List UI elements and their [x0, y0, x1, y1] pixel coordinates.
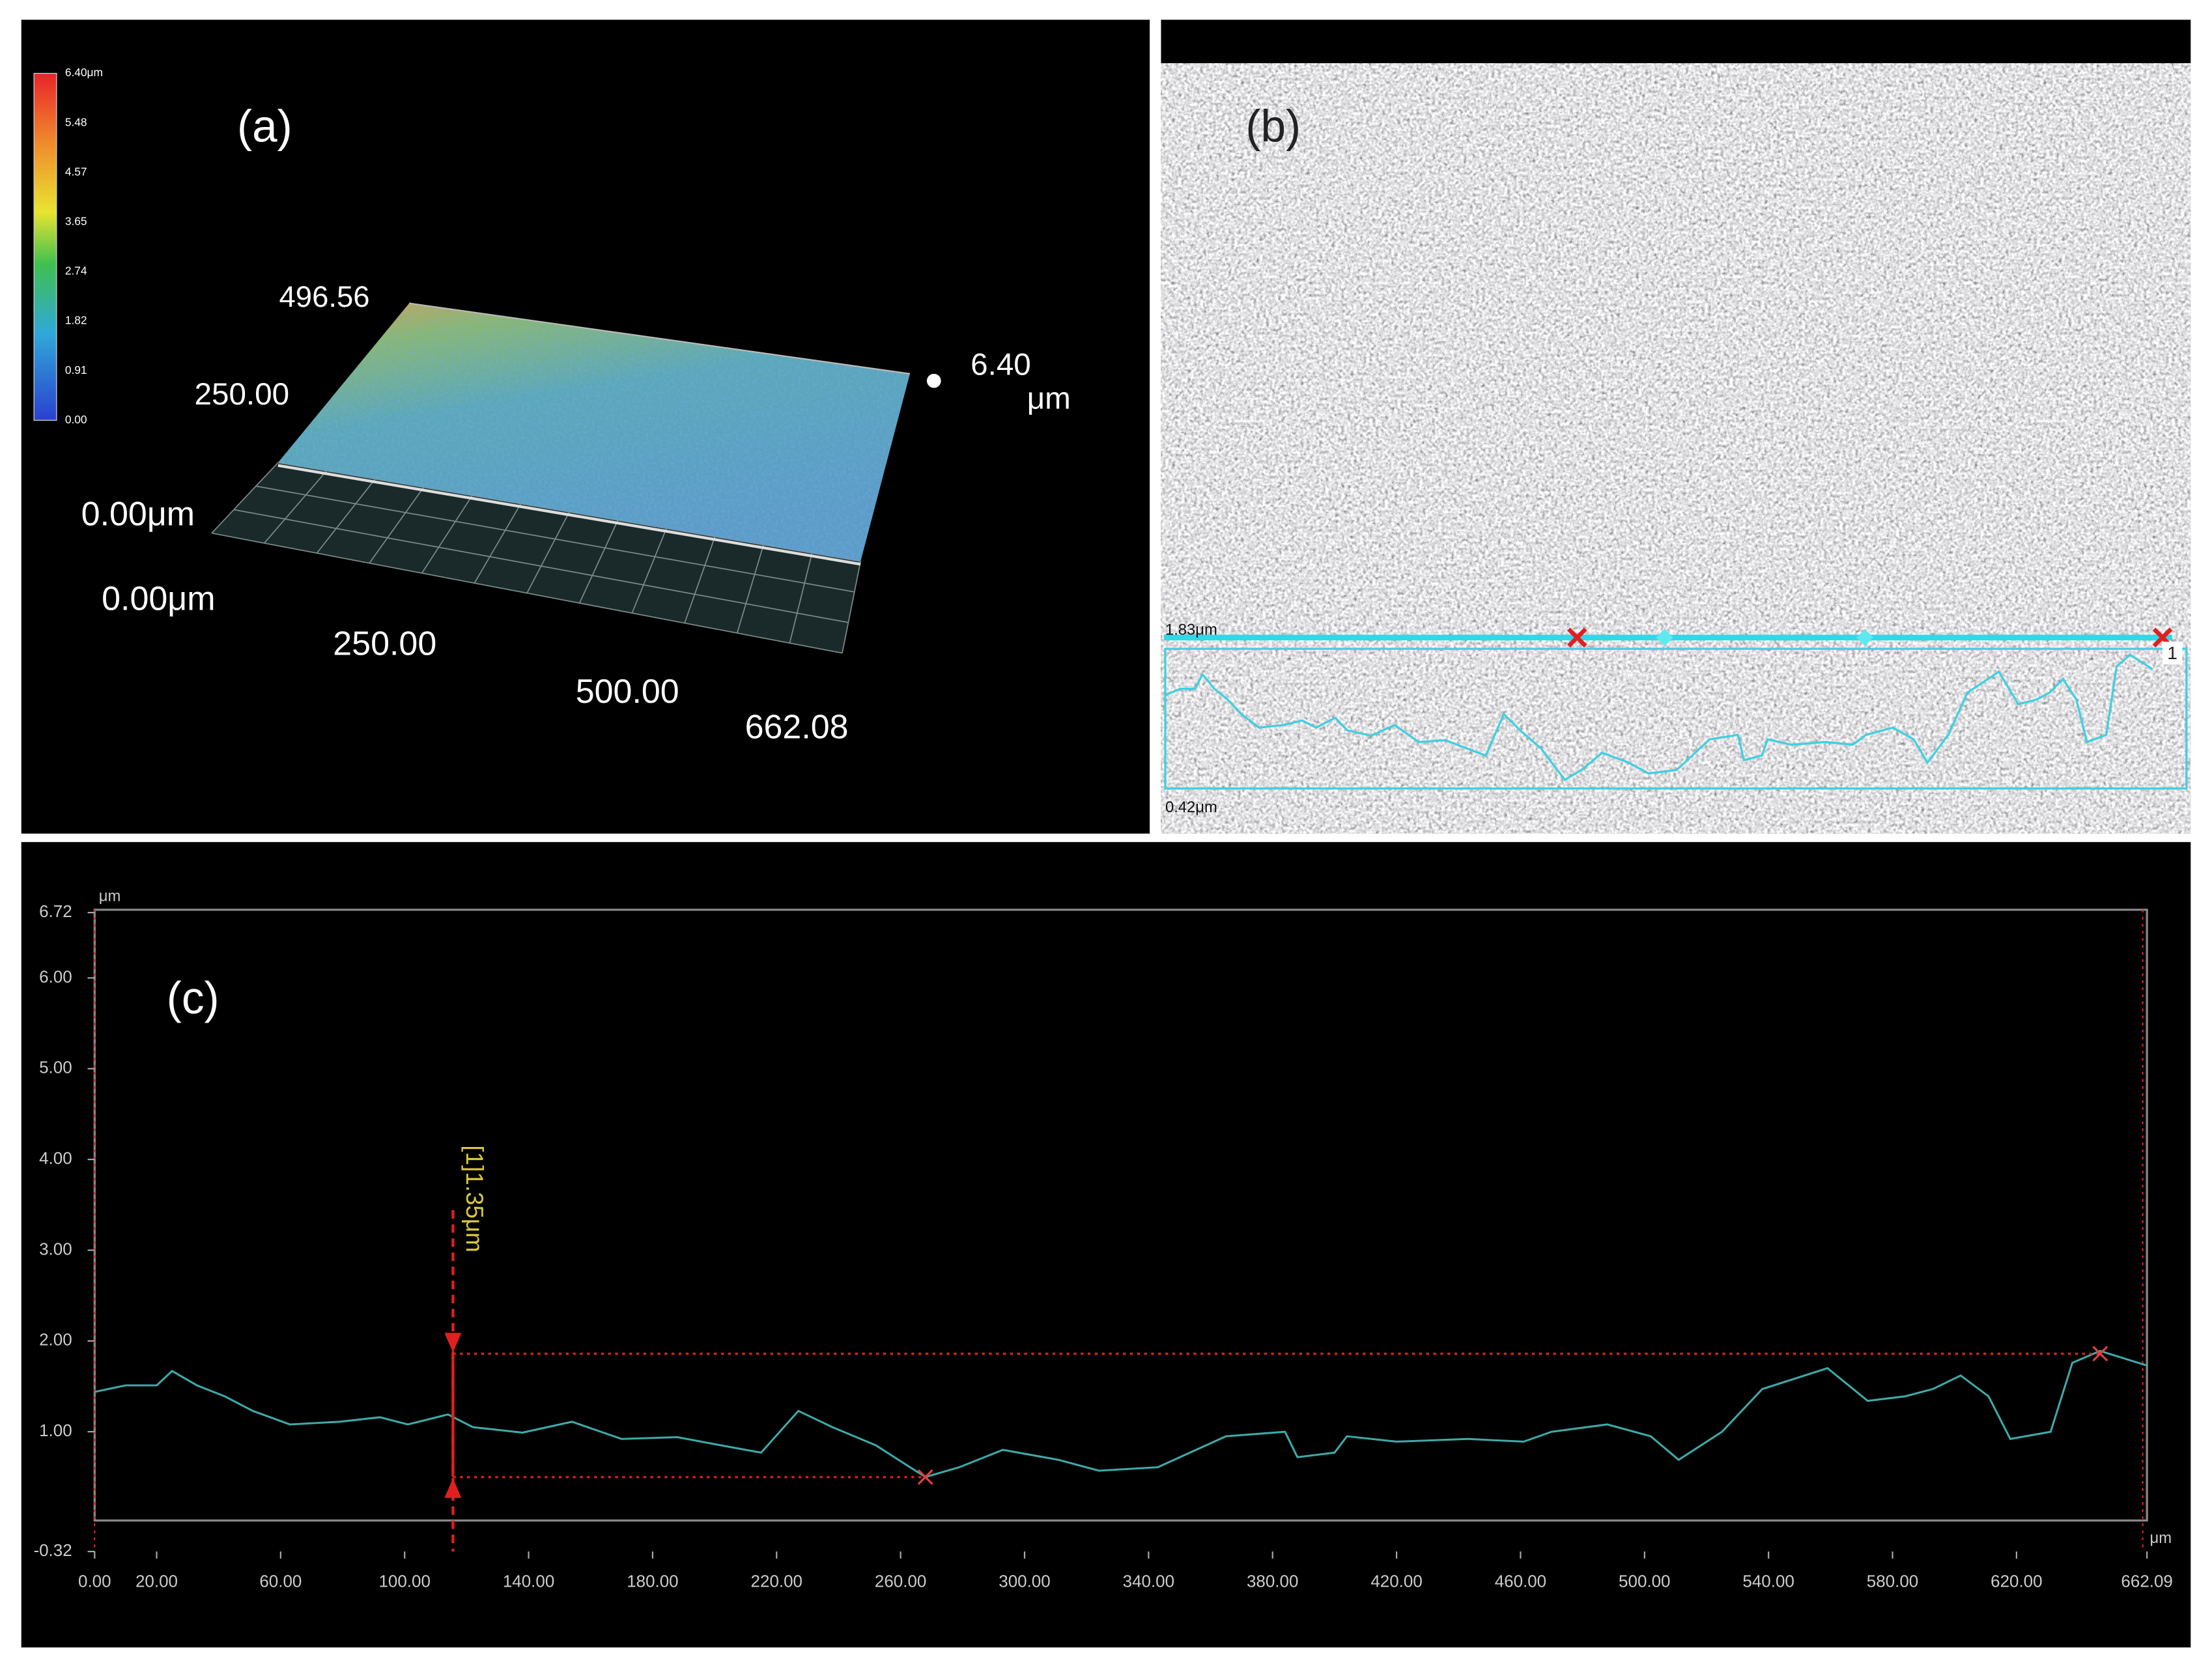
x-tick-label: 662.09 [2121, 1572, 2172, 1591]
line-number-box [2162, 642, 2183, 664]
base-grid-line [842, 561, 862, 653]
x-tick-label: 620.00 [1991, 1572, 2042, 1591]
axis-label: μm [1027, 382, 1071, 416]
base-grid-line [736, 545, 764, 634]
colorbar-label: 2.74 [65, 264, 87, 277]
x-tick-label: 540.00 [1742, 1572, 1794, 1591]
colorbar [33, 72, 57, 421]
base-grid-line [684, 536, 716, 623]
base-grid-line [316, 479, 376, 554]
axis-label: 250.00 [333, 625, 436, 663]
panel-label: (b) [1245, 101, 1301, 152]
base-grid-line [233, 509, 849, 623]
colorbar-label: 1.82 [65, 314, 87, 327]
y-tick-label: -0.32 [33, 1540, 72, 1560]
x-tick-label: 100.00 [378, 1572, 430, 1591]
profile-line [94, 1350, 2148, 1479]
panel-b: (b) 1.83μm 0.42μm 1 [1161, 20, 2191, 834]
surface-edge [277, 464, 861, 566]
y-tick-label: 6.72 [39, 901, 72, 921]
axis-label: 0.00μm [81, 495, 195, 533]
colorbar-label: 0.00 [65, 413, 87, 426]
colorbar-label: 4.57 [65, 165, 87, 178]
y-axis-label: μm [99, 888, 121, 905]
panel-c: (c) μm μm 6.72 6.00 5.00 4.00 3.00 2.00 1.00 -0… [21, 842, 2191, 1648]
y-tick-label: 6.00 [39, 967, 72, 986]
profile-box [1164, 647, 2188, 790]
base-grid-line [578, 520, 619, 604]
surface-texture [277, 303, 910, 561]
base-grid [211, 462, 862, 654]
colorbar-label: 0.91 [65, 363, 87, 376]
base-grid-line [369, 487, 425, 564]
x-tick-label: 60.00 [259, 1572, 302, 1591]
axis-label: 662.08 [745, 708, 849, 746]
panel-background [21, 842, 2191, 1648]
axis-marker [926, 373, 941, 388]
base-grid-line [255, 485, 855, 593]
base-plane [212, 462, 861, 653]
base-grid-line [211, 462, 279, 534]
x-tick-label: 260.00 [875, 1572, 926, 1591]
surface-edge [409, 302, 911, 375]
x-tick-label: 0.00 [78, 1572, 111, 1591]
x-tick-label: 460.00 [1495, 1572, 1546, 1591]
line-number: 1 [2167, 643, 2177, 663]
y-tick-label: 3.00 [39, 1239, 72, 1258]
measure-label: [1]1.35μm [461, 1145, 488, 1252]
marker [917, 1469, 933, 1485]
x-tick-label: 220.00 [751, 1572, 802, 1591]
base-grid-line [789, 553, 813, 644]
x-axis-label: μm [2150, 1529, 2172, 1547]
base-grid-line [526, 511, 570, 594]
y-tick-label: 2.00 [39, 1330, 72, 1350]
panel-label: (c) [167, 972, 220, 1023]
profile-overlay [1165, 653, 2153, 782]
x-tick-label: 420.00 [1370, 1572, 1422, 1591]
base-grid-line [421, 495, 473, 574]
x-tick-label: 500.00 [1619, 1572, 1670, 1591]
base-grid-line [211, 532, 843, 654]
panel-label: (a) [237, 101, 292, 152]
y-tick-label: 1.00 [39, 1421, 72, 1440]
axis-label: 496.56 [279, 280, 370, 313]
base-grid-line [264, 470, 328, 544]
colorbar-label: 6.40μm [65, 66, 103, 79]
base-grid-line [474, 503, 522, 584]
y-tick-label: 5.00 [39, 1058, 72, 1077]
base-grid-line [631, 528, 667, 614]
y-tick-label: 4.00 [39, 1148, 72, 1168]
level-label: 1.83μm [1165, 621, 1217, 638]
axis-label: 0.00μm [102, 580, 215, 617]
x-tick-label: 300.00 [999, 1572, 1050, 1591]
marker [2092, 1346, 2108, 1362]
x-tick-label: 20.00 [135, 1572, 178, 1591]
x-tick-label: 340.00 [1123, 1572, 1174, 1591]
colorbar-label: 3.65 [65, 214, 87, 227]
x-tick-label: 380.00 [1247, 1572, 1298, 1591]
x-tick-label: 580.00 [1867, 1572, 1918, 1591]
axis-label: 250.00 [194, 377, 289, 412]
micrograph [1161, 63, 2191, 834]
x-tick-label: 140.00 [503, 1572, 554, 1591]
x-tick-label: 180.00 [627, 1572, 678, 1591]
scan-marker [1567, 627, 2173, 648]
axis-label: 6.40 [971, 348, 1031, 382]
level-label: 0.42μm [1165, 799, 1217, 816]
panel-a: (a) 496.56 250.00 0.00μm 0.00μm 250.00 5… [21, 20, 1150, 834]
colorbar-label: 5.48 [65, 115, 87, 128]
axis-label: 500.00 [576, 673, 679, 711]
